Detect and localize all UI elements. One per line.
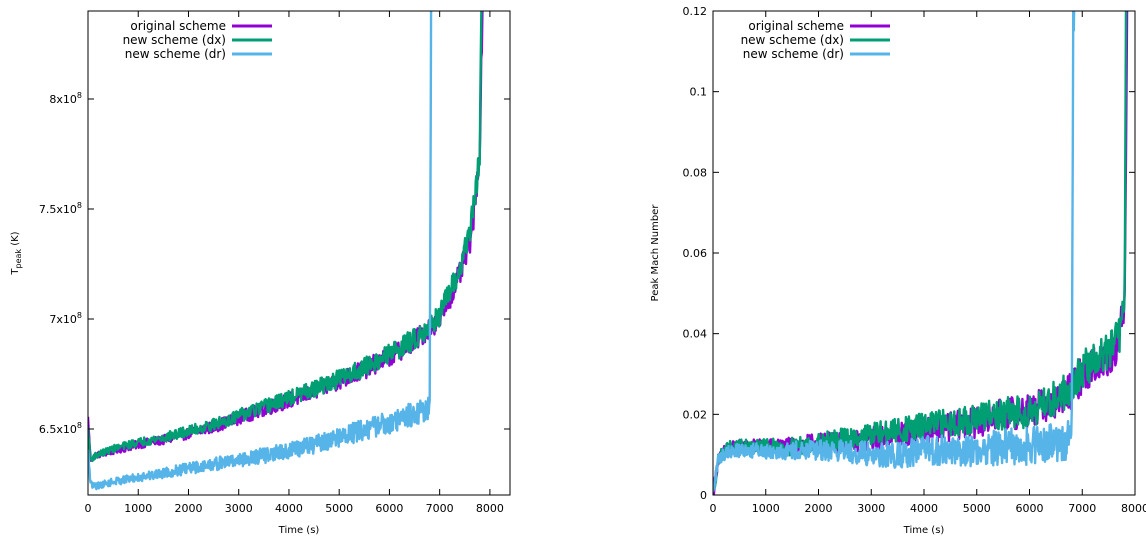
- legend-label: new scheme (dx): [741, 33, 844, 47]
- y-tick-label: 0.1: [690, 86, 708, 99]
- series-line-original: [88, 11, 484, 462]
- legend-label: new scheme (dr): [743, 47, 844, 61]
- series-line-dx: [88, 11, 483, 463]
- x-tick-label: 4000: [910, 502, 938, 515]
- plot-frame: [87, 10, 511, 496]
- x-tick-label: 5000: [325, 502, 353, 515]
- y-axis-label: Peak Mach Number: [650, 204, 661, 302]
- legend-label: original scheme: [130, 19, 226, 33]
- x-tick-label: 0: [710, 502, 717, 515]
- y-tick-label: 6.5x108: [39, 421, 82, 436]
- x-tick-label: 8000: [476, 502, 504, 515]
- x-axis-label: Time (s): [903, 525, 945, 536]
- x-tick-label: 4000: [275, 502, 303, 515]
- y-axis-label: Tpeak (K): [10, 231, 23, 275]
- y-tick-label: 0.08: [683, 166, 708, 179]
- x-tick-label: 7000: [1068, 502, 1096, 515]
- x-tick-label: 2000: [174, 502, 202, 515]
- series-line-dr: [713, 11, 1076, 493]
- y-tick-label: 0.04: [683, 328, 708, 341]
- x-axis-label: Time (s): [278, 525, 320, 536]
- x-tick-label: 1000: [124, 502, 152, 515]
- series-line-dr: [88, 11, 433, 491]
- y-tick-label: 0.06: [683, 247, 708, 260]
- x-tick-label: 3000: [225, 502, 253, 515]
- legend-label: new scheme (dx): [123, 33, 226, 47]
- y-tick-label: 8x108: [49, 91, 82, 106]
- plot-area: [88, 11, 484, 491]
- plot-area: [713, 11, 1129, 495]
- y-tick-label: 7.5x108: [39, 201, 82, 216]
- chart-temperature: 0 1000 2000 3000 4000 5000 6000 7000 8000 6.5x108…: [10, 10, 511, 536]
- x-tick-label: 5000: [963, 502, 991, 515]
- x-tick-label: 6000: [375, 502, 403, 515]
- legend-label: new scheme (dr): [125, 47, 226, 61]
- y-tick-label: 0: [700, 489, 707, 502]
- series-line-dx: [713, 11, 1128, 492]
- y-tick-label: 0.12: [683, 5, 708, 18]
- x-tick-label: 8000: [1121, 502, 1146, 515]
- x-tick-label: 2000: [805, 502, 833, 515]
- chart-mach-number: 0 1000 2000 3000 4000 5000 6000 7000 8000 0 0.02 0.…: [650, 5, 1146, 536]
- x-tick-label: 6000: [1016, 502, 1044, 515]
- legend-label: original scheme: [748, 19, 844, 33]
- x-tick-label: 0: [85, 502, 92, 515]
- x-tick-label: 7000: [426, 502, 454, 515]
- x-tick-label: 1000: [752, 502, 780, 515]
- y-tick-label: 0.02: [683, 408, 708, 421]
- x-tick-label: 3000: [857, 502, 885, 515]
- y-tick-label: 7x108: [49, 311, 82, 326]
